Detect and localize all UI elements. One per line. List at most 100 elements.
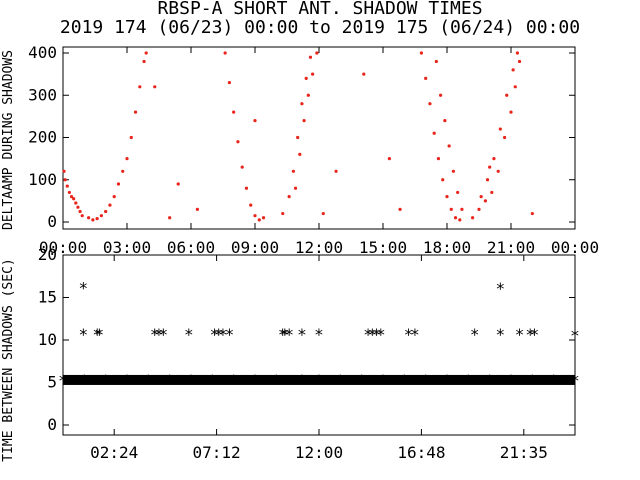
data-point — [509, 110, 513, 114]
x-tick-label: 18:00 — [423, 238, 471, 257]
data-point — [471, 216, 475, 220]
data-point — [78, 209, 82, 214]
data-point — [293, 186, 298, 190]
data-point — [432, 131, 436, 135]
data-point — [69, 195, 74, 199]
top-panel: DELTAAMP DURING SHADOWS 0 100 200 300 400 00… — [1, 43, 599, 257]
data-point: * — [372, 325, 382, 344]
data-point — [121, 169, 125, 173]
data-point — [298, 152, 302, 156]
data-point — [95, 217, 99, 221]
data-point: * — [496, 279, 506, 298]
data-point: * — [78, 325, 88, 344]
data-point — [362, 72, 366, 76]
data-point — [424, 76, 428, 80]
y-tick-label: 400 — [28, 43, 57, 62]
data-point: * — [225, 325, 235, 344]
x-tick-label: 16:48 — [397, 443, 445, 462]
data-point — [445, 195, 449, 199]
data-point — [434, 59, 438, 64]
data-point — [456, 190, 460, 195]
chart-subtitle: 2019 174 (06/23) 00:00 to 2019 175 (06/2… — [60, 17, 580, 38]
data-point: * — [284, 325, 294, 344]
data-point — [112, 195, 116, 199]
data-point — [513, 85, 517, 89]
data-point — [261, 216, 266, 220]
data-point — [441, 178, 445, 182]
data-point — [496, 169, 500, 173]
data-point — [116, 182, 121, 186]
data-point — [488, 165, 492, 169]
data-point — [291, 169, 295, 173]
data-point — [99, 214, 103, 218]
data-point — [436, 157, 441, 161]
x-tick-label: 12:00 — [295, 238, 343, 257]
data-point: * — [570, 326, 580, 345]
data-point: * — [214, 325, 224, 344]
top-plot-frame — [62, 46, 576, 230]
data-point — [129, 135, 133, 140]
data-point — [257, 218, 261, 222]
data-point — [253, 214, 257, 218]
data-point — [144, 51, 148, 55]
bottom-x-axis: 02:24 07:12 12:00 16:48 21:35 — [90, 255, 548, 462]
data-point — [439, 93, 443, 97]
data-point — [300, 102, 304, 106]
chart-title: RBSP-A SHORT ANT. SHADOW TIMES — [157, 0, 482, 19]
top-data-points — [62, 51, 534, 222]
data-point: * — [150, 325, 160, 344]
x-tick-label: 03:00 — [103, 238, 151, 257]
data-point: * — [92, 325, 102, 344]
data-point — [304, 76, 308, 80]
data-point — [302, 119, 306, 123]
data-point — [223, 51, 227, 55]
data-point — [232, 110, 236, 114]
data-point-band — [63, 374, 575, 385]
y-tick-label: 10 — [38, 330, 57, 349]
data-point — [153, 85, 157, 89]
data-point — [334, 169, 338, 173]
data-point: * — [218, 325, 228, 344]
data-point — [511, 68, 515, 72]
data-point — [398, 207, 402, 211]
data-point — [315, 51, 319, 55]
data-point — [447, 144, 451, 148]
data-point — [490, 190, 494, 195]
data-point — [244, 186, 249, 190]
data-point: * — [496, 325, 506, 344]
data-point — [168, 216, 172, 220]
data-point: * — [94, 325, 104, 344]
data-point — [321, 211, 325, 216]
data-point — [517, 59, 522, 64]
data-point — [236, 140, 240, 144]
data-point — [142, 59, 146, 64]
data-point — [67, 190, 71, 195]
data-point — [91, 218, 95, 222]
x-tick-label: 21:35 — [500, 443, 548, 462]
data-point — [65, 184, 69, 188]
x-tick-label: 06:00 — [167, 238, 215, 257]
data-point — [133, 110, 138, 114]
data-point — [503, 135, 507, 140]
y-tick-label: 100 — [28, 170, 57, 189]
data-point — [253, 119, 257, 123]
data-point: * — [515, 325, 525, 344]
y-tick-label: 0 — [47, 212, 57, 231]
y-tick-label: 300 — [28, 85, 57, 104]
data-point — [104, 209, 108, 214]
data-point: * — [158, 325, 168, 344]
top-ylabel: DELTAAMP DURING SHADOWS — [1, 50, 16, 230]
data-point — [428, 102, 432, 106]
data-point — [419, 51, 423, 55]
top-y-axis: 0 100 200 300 400 — [28, 43, 575, 231]
data-point — [227, 80, 231, 85]
data-point — [460, 207, 464, 211]
data-point — [195, 207, 199, 211]
x-tick-label: 21:00 — [487, 238, 535, 257]
data-point — [443, 119, 447, 123]
data-point — [287, 195, 291, 199]
data-point: * — [314, 325, 324, 344]
data-point — [485, 178, 490, 182]
bottom-ylabel: TIME BETWEEN SHADOWS (SEC) — [1, 258, 16, 462]
y-tick-label: 5 — [47, 373, 57, 392]
